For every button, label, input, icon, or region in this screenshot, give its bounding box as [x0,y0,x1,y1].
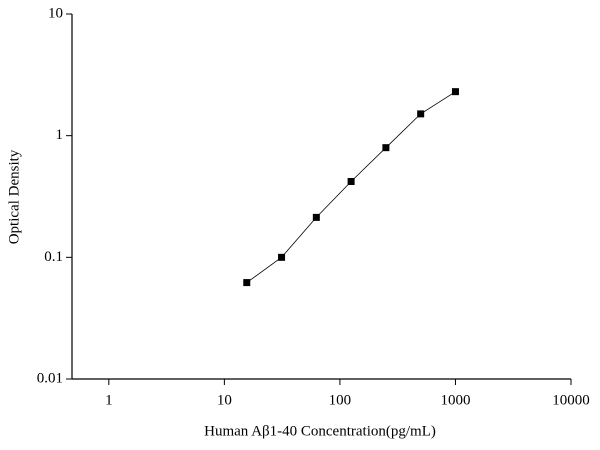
data-point [451,88,459,96]
y-tick-label: 0.01 [37,370,63,386]
x-tick-label: 1000 [440,392,470,408]
data-point [278,253,286,261]
data-point [312,213,320,221]
data-point [347,178,355,186]
data-point [382,144,390,152]
x-tick-label: 10000 [552,392,590,408]
x-axis-title: Human Aβ1-40 Concentration(pg/mL) [204,423,436,439]
x-tick-label: 100 [329,392,352,408]
data-point [417,110,425,118]
y-tick-label: 1 [56,127,64,143]
y-tick-label: 10 [48,5,63,21]
y-axis-title: Optical Density [6,149,22,244]
x-tick-label: 10 [217,392,232,408]
data-point [243,279,251,287]
x-tick-label: 1 [105,392,113,408]
y-tick-label: 0.1 [44,249,63,265]
